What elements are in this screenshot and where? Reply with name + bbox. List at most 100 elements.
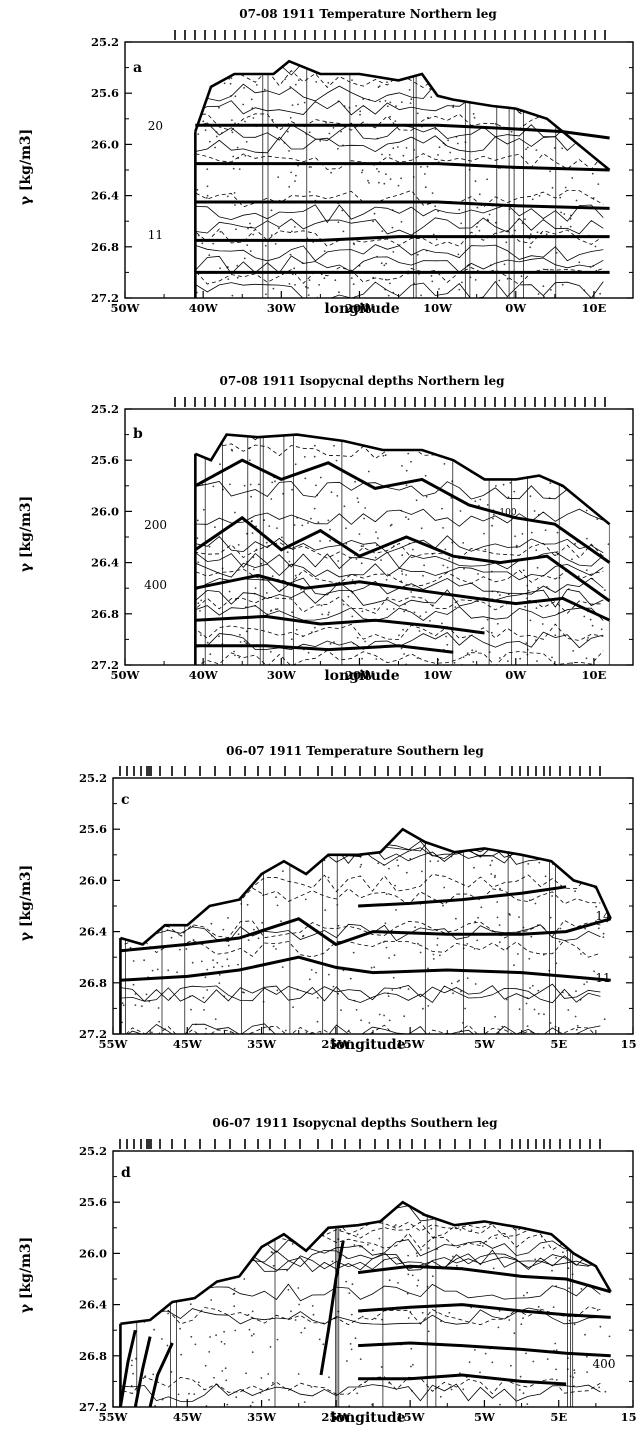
thin-contour xyxy=(195,244,604,262)
stipple-dot xyxy=(405,469,408,472)
stipple-dot xyxy=(576,1024,579,1027)
data-top-boundary xyxy=(194,433,611,526)
stipple-dot xyxy=(389,178,392,181)
stipple-dot xyxy=(481,1245,484,1247)
stipple-dot xyxy=(232,167,235,170)
stipple-dot xyxy=(281,536,283,539)
stipple-dot xyxy=(345,542,348,545)
stipple-dot xyxy=(263,88,266,91)
stipple-dot xyxy=(297,1373,300,1375)
stipple-dot xyxy=(218,982,221,984)
stipple-dot xyxy=(490,873,493,875)
stipple-dot xyxy=(351,579,354,581)
stipple-dot xyxy=(463,567,465,570)
stipple-dot xyxy=(202,120,205,123)
stipple-dot xyxy=(514,535,516,538)
stipple-dot xyxy=(384,100,387,102)
stipple-dot xyxy=(575,1028,578,1031)
stipple-dot xyxy=(302,934,305,937)
stipple-dot xyxy=(341,209,344,212)
stipple-dot xyxy=(196,519,199,522)
stipple-dot xyxy=(386,81,388,83)
stipple-dot xyxy=(392,976,395,979)
stipple-dot xyxy=(284,78,286,81)
stipple-dot xyxy=(274,243,277,245)
stipple-dot xyxy=(297,1287,300,1289)
stipple-dot xyxy=(556,551,558,553)
stipple-dot xyxy=(130,1364,133,1367)
stipple-dot xyxy=(185,948,188,950)
stipple-dot xyxy=(571,177,574,179)
stipple-dot xyxy=(506,277,509,280)
stipple-dot xyxy=(394,1224,397,1226)
stipple-dot xyxy=(390,523,393,526)
stipple-dot xyxy=(202,508,205,511)
stipple-dot xyxy=(448,1311,451,1314)
stipple-dot xyxy=(206,641,209,644)
thin-contour xyxy=(120,919,601,939)
stipple-dot xyxy=(167,1312,170,1315)
stipple-dot xyxy=(348,1405,351,1407)
stipple-dot xyxy=(330,491,333,494)
x-tick-label: 45W xyxy=(173,1410,203,1424)
stipple-dot xyxy=(486,178,488,181)
stipple-dot xyxy=(232,155,235,158)
stipple-dot xyxy=(272,287,275,290)
stipple-dot xyxy=(350,277,353,279)
stipple-dot xyxy=(391,226,394,229)
stipple-dot xyxy=(530,531,533,534)
stipple-dot xyxy=(382,454,385,457)
stipple-dot xyxy=(518,1008,521,1011)
stipple-dot xyxy=(215,1334,218,1337)
stipple-dot xyxy=(525,642,528,644)
x-tick-label: 55W xyxy=(99,1037,129,1051)
stipple-dot xyxy=(290,1310,292,1313)
stipple-dot xyxy=(204,129,207,132)
stipple-dot xyxy=(188,1392,190,1395)
stipple-dot xyxy=(474,500,477,503)
stipple-dot xyxy=(412,1363,414,1366)
stipple-dot xyxy=(441,622,443,625)
data-top-boundary xyxy=(120,827,612,946)
stipple-dot xyxy=(249,222,251,225)
stipple-dot xyxy=(290,230,293,233)
panel-d: 06-07 1911 Isopycnal depths Southern leg… xyxy=(18,1116,637,1426)
stipple-dot xyxy=(492,517,494,520)
stipple-dot xyxy=(231,131,234,134)
panel-d-letter: d xyxy=(121,1165,131,1181)
stipple-dot xyxy=(421,1311,424,1314)
stipple-dot xyxy=(445,635,447,638)
stipple-dot xyxy=(509,482,512,484)
stipple-dot xyxy=(417,1279,420,1282)
stipple-dot xyxy=(247,1313,250,1316)
panel-b-annotation-400: 400 xyxy=(144,578,167,592)
stipple-dot xyxy=(381,153,383,156)
stipple-dot xyxy=(436,937,439,940)
stipple-dot xyxy=(508,1319,511,1321)
stipple-dot xyxy=(499,1403,501,1406)
stipple-dot xyxy=(498,1309,501,1312)
stipple-dot xyxy=(368,1022,371,1024)
stipple-dot xyxy=(476,939,479,942)
stipple-dot xyxy=(348,1292,351,1294)
stipple-dot xyxy=(498,924,501,926)
stipple-dot xyxy=(321,613,324,616)
stipple-dot xyxy=(131,1359,133,1362)
stipple-dot xyxy=(529,987,531,989)
stipple-dot xyxy=(145,993,148,996)
x-tick-label: 30W xyxy=(267,301,297,315)
stipple-dot xyxy=(295,628,298,631)
stipple-dot xyxy=(383,182,386,185)
stipple-dot xyxy=(528,957,531,960)
stipple-dot xyxy=(385,262,387,265)
stipple-dot xyxy=(310,969,313,971)
stipple-dot xyxy=(403,610,405,613)
thin-contour xyxy=(195,266,604,286)
stipple-dot xyxy=(423,564,425,567)
stipple-dot xyxy=(206,968,209,971)
stipple-dot xyxy=(421,870,423,873)
stipple-dot xyxy=(405,484,408,486)
stipple-dot xyxy=(398,634,400,637)
stipple-dot xyxy=(322,1343,325,1346)
y-tick-label: 25.6 xyxy=(79,822,107,836)
